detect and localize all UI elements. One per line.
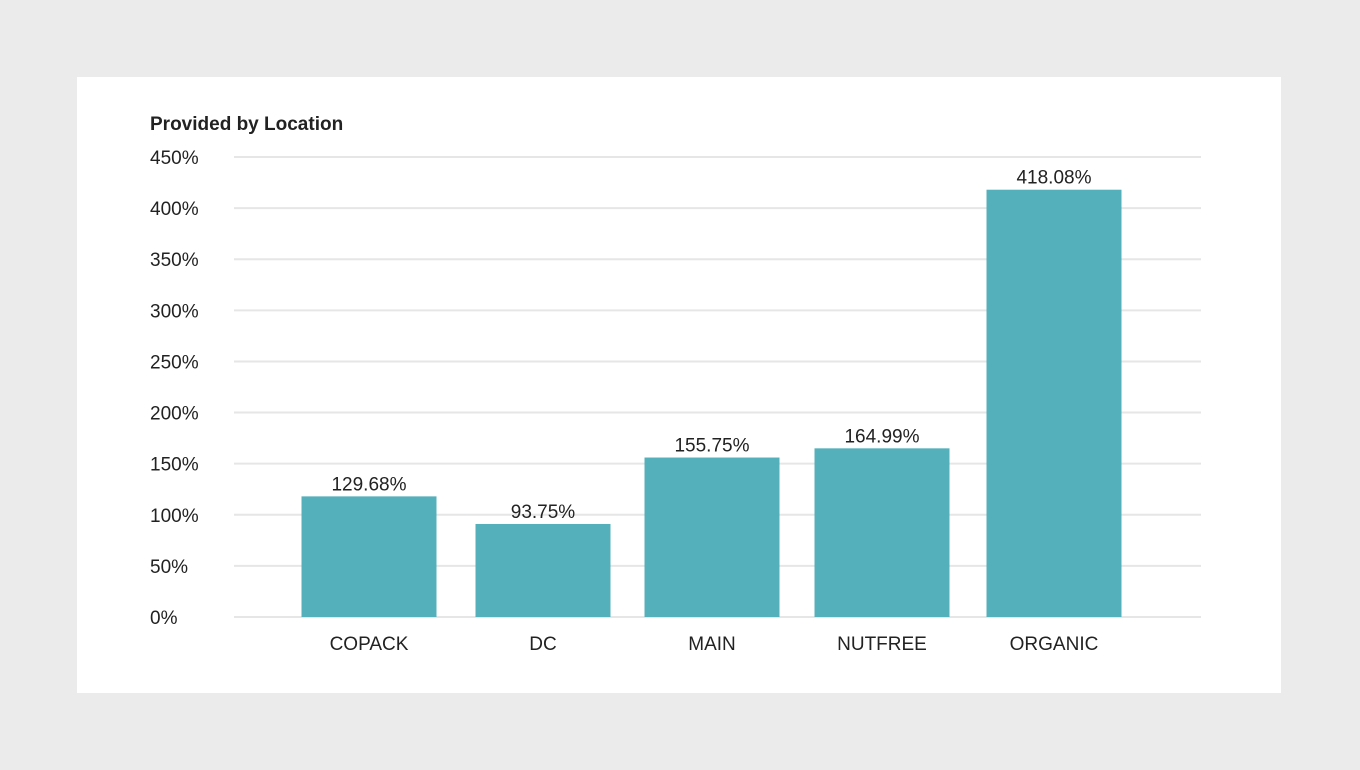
y-tick-label: 150% (150, 455, 199, 476)
data-label: 164.99% (844, 426, 919, 447)
bar-dc (475, 523, 611, 617)
x-category-label: ORGANIC (1010, 634, 1099, 655)
x-category-label: COPACK (330, 634, 409, 655)
y-tick-label: 450% (150, 148, 199, 169)
y-tick-label: 300% (150, 301, 199, 322)
bar-nutfree (814, 448, 950, 617)
y-axis-ticks: 0% 50% 100% 150% 200% 250% 300% 350% 400% 450% (150, 148, 199, 629)
bar-main (644, 457, 780, 617)
chart-title: Provided by Location (150, 114, 344, 135)
data-label: 129.68% (331, 474, 406, 495)
y-tick-label: 100% (150, 506, 199, 527)
x-category-label: NUTFREE (837, 634, 927, 655)
y-tick-label: 0% (150, 608, 178, 629)
bars (301, 189, 1122, 617)
bar-copack (301, 496, 437, 617)
bar-organic (986, 189, 1122, 617)
y-tick-label: 350% (150, 250, 199, 271)
y-tick-label: 250% (150, 352, 199, 373)
y-tick-label: 50% (150, 557, 188, 578)
y-tick-label: 200% (150, 404, 199, 425)
x-category-label: DC (529, 634, 556, 655)
data-label: 155.75% (674, 436, 749, 457)
data-label: 93.75% (511, 502, 576, 523)
x-axis-categories: COPACK DC MAIN NUTFREE ORGANIC (330, 634, 1099, 655)
bar-chart: 0% 50% 100% 150% 200% 250% 300% 350% 400% 450% 12… (150, 148, 1201, 655)
y-tick-label: 400% (150, 199, 199, 220)
data-label: 418.08% (1016, 168, 1091, 189)
data-labels: 129.68% 93.75% 155.75% 164.99% 418.08% (331, 168, 1091, 523)
chart-card: Provided by Location 0% 50% 100% 150% 200% 25… (77, 77, 1281, 693)
x-category-label: MAIN (688, 634, 736, 655)
